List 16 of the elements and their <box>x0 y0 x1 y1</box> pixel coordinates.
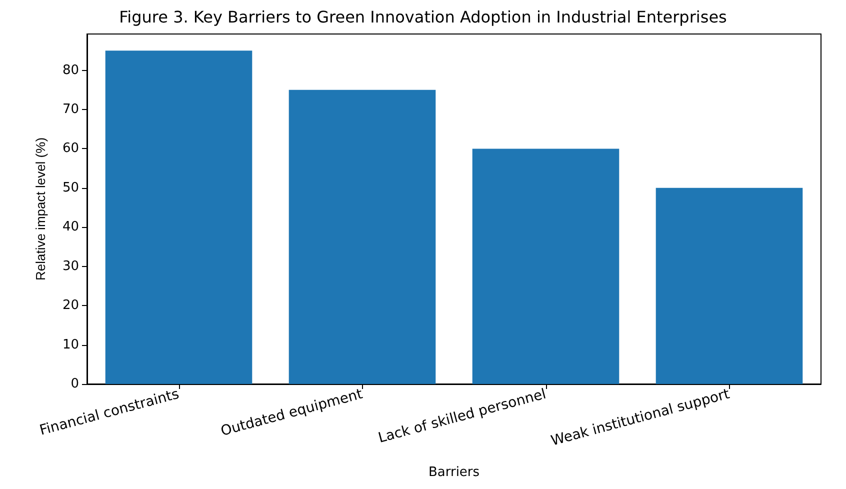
bar <box>472 148 620 384</box>
x-axis-title: Barriers <box>428 465 480 480</box>
bar <box>288 90 436 384</box>
y-tick-label: 20 <box>62 298 79 314</box>
chart-title: Figure 3. Key Barriers to Green Innovation Adoption in Industrial Enterprises <box>119 8 727 26</box>
y-tick-label: 80 <box>62 62 79 78</box>
y-tick-label: 60 <box>62 141 79 156</box>
y-tick-label: 50 <box>62 180 79 196</box>
y-tick-label: 40 <box>62 220 79 235</box>
y-tick-label: 10 <box>62 337 79 352</box>
y-axis-title: Relative impact level (%) <box>33 137 48 281</box>
bar <box>105 50 252 384</box>
y-tick-label: 30 <box>62 258 79 274</box>
y-tick-label: 0 <box>70 376 79 392</box>
y-tick-label: 70 <box>62 102 79 117</box>
bar <box>656 188 803 384</box>
